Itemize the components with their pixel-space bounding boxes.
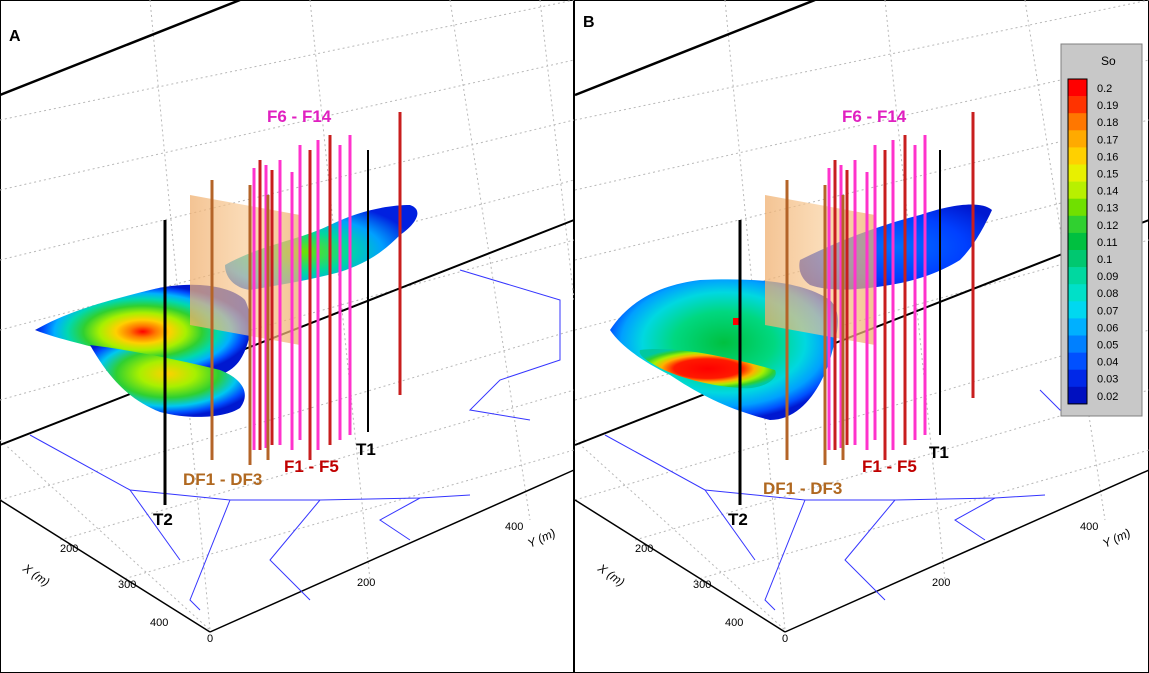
colorbar-tick-label: 0.1	[1097, 254, 1112, 266]
panel-b-top-edge	[574, 0, 816, 97]
panel-b-label-t2: T2	[728, 510, 748, 529]
panel-a-y-axis	[209, 469, 575, 633]
panel-b-letter: B	[583, 14, 595, 31]
panel-a-label-t1: T1	[356, 440, 376, 459]
colorbar-swatch	[1068, 267, 1087, 285]
panel-a-label-df1-df3: DF1 - DF3	[183, 470, 262, 489]
panel-a-label-f1-f5: F1 - F5	[284, 457, 339, 476]
panel-a-y-tick: 400	[505, 521, 523, 533]
colorbar-swatch	[1068, 164, 1087, 182]
colorbar-swatch	[1068, 113, 1087, 131]
colorbar-tick-label: 0.02	[1097, 391, 1118, 403]
colorbar-swatch	[1068, 369, 1087, 388]
panel-a-y-tick: 200	[357, 577, 375, 589]
colorbar-swatch	[1068, 181, 1087, 199]
panel-a-label-t2: T2	[153, 510, 173, 529]
panel-a-x-tick: 300	[118, 579, 136, 591]
colorbar-tick-label: 0.17	[1097, 134, 1118, 146]
colorbar-swatch	[1068, 318, 1087, 336]
colorbar-swatch	[1068, 215, 1087, 234]
colorbar-tick-label: 0.08	[1097, 288, 1118, 300]
panel-a-x-axis	[0, 499, 211, 633]
panel-b-y-axis	[784, 469, 1149, 633]
panel-a-label-f6-f14: F6 - F14	[267, 107, 332, 126]
colorbar-tick-label: 0.11	[1097, 237, 1118, 249]
colorbar-swatch	[1068, 79, 1087, 97]
panel-b-x-tick: 300	[693, 579, 711, 591]
panel-b-y-tick: 200	[932, 577, 950, 589]
colorbar-tick-label: 0.2	[1097, 83, 1112, 95]
colorbar-tick-label: 0.04	[1097, 357, 1118, 369]
panel-b-x-tick: 400	[725, 617, 743, 629]
panel-b-y-tick: 0	[782, 633, 788, 645]
colorbar-tick-label: 0.07	[1097, 305, 1118, 317]
panel-a-letter: A	[9, 28, 21, 45]
panel-a-x-tick: 200	[60, 543, 78, 555]
colorbar-tick-label: 0.09	[1097, 271, 1118, 283]
panel-a-y-tick: 0	[207, 633, 213, 645]
colorbar-tick-label: 0.19	[1097, 100, 1118, 112]
colorbar-tick-label: 0.15	[1097, 169, 1118, 181]
colorbar: So 0.20.190.180.170.160.150.140.130.120.…	[1060, 43, 1143, 417]
panel-a-plume-lower	[90, 345, 245, 417]
colorbar-swatch	[1068, 301, 1087, 319]
panel-b-label-df1-df3: DF1 - DF3	[763, 479, 842, 498]
colorbar-tick-label: 0.12	[1097, 220, 1118, 232]
colorbar-labels: 0.2 0.19 0.18 0.17 0.16 0.15 0.14 0.13 0.12 0.11 0…	[1097, 83, 1118, 403]
panel-b-x-axis	[574, 499, 786, 633]
panel-b-y-tick: 400	[1080, 521, 1098, 533]
panel-a-top-edge	[0, 0, 241, 97]
panel-b-plume-hotspot	[639, 349, 776, 389]
colorbar-swatch	[1068, 352, 1087, 370]
panel-a-fault-sheet	[190, 195, 300, 345]
colorbar-swatches	[1067, 78, 1088, 405]
panel-b-label-f6-f14: F6 - F14	[842, 107, 907, 126]
panel-b: B F6 - F14 F1 - F5 DF1 - DF3 T1 T2 X (m)…	[574, 0, 1149, 673]
colorbar-swatch	[1068, 198, 1087, 217]
colorbar-outline	[1067, 78, 1088, 405]
colorbar-title: So	[1101, 54, 1116, 68]
colorbar-swatch	[1068, 284, 1087, 302]
colorbar-swatch	[1068, 96, 1087, 114]
colorbar-tick-label: 0.16	[1097, 151, 1118, 163]
panel-a-boundary	[29, 269, 561, 611]
colorbar-tick-label: 0.03	[1097, 374, 1118, 386]
panel-b-fault-sheet	[765, 195, 875, 345]
panel-b-x-tick: 200	[635, 543, 653, 555]
colorbar-swatch	[1068, 386, 1087, 405]
colorbar-tick-label: 0.18	[1097, 117, 1118, 129]
colorbar-tick-label: 0.14	[1097, 186, 1118, 198]
colorbar-swatch	[1068, 147, 1087, 165]
colorbar-swatch	[1068, 130, 1087, 148]
panel-b-wells	[738, 112, 975, 505]
colorbar-swatch	[1068, 335, 1087, 353]
colorbar-tick-label: 0.05	[1097, 340, 1118, 352]
panel-b-label-t1: T1	[929, 443, 949, 462]
panel-b-injection-point	[733, 318, 741, 325]
colorbar-swatch	[1068, 232, 1087, 251]
colorbar-tick-label: 0.06	[1097, 322, 1118, 334]
colorbar-swatch	[1068, 250, 1087, 268]
colorbar-tick-label: 0.13	[1097, 203, 1118, 215]
panel-a-wells	[163, 112, 402, 505]
panel-a-x-tick: 400	[150, 617, 168, 629]
panel-b-label-f1-f5: F1 - F5	[862, 457, 917, 476]
panel-a: A F6 - F14 F1 - F5 DF1 - DF3 T1 T2 X (m)…	[0, 0, 575, 673]
